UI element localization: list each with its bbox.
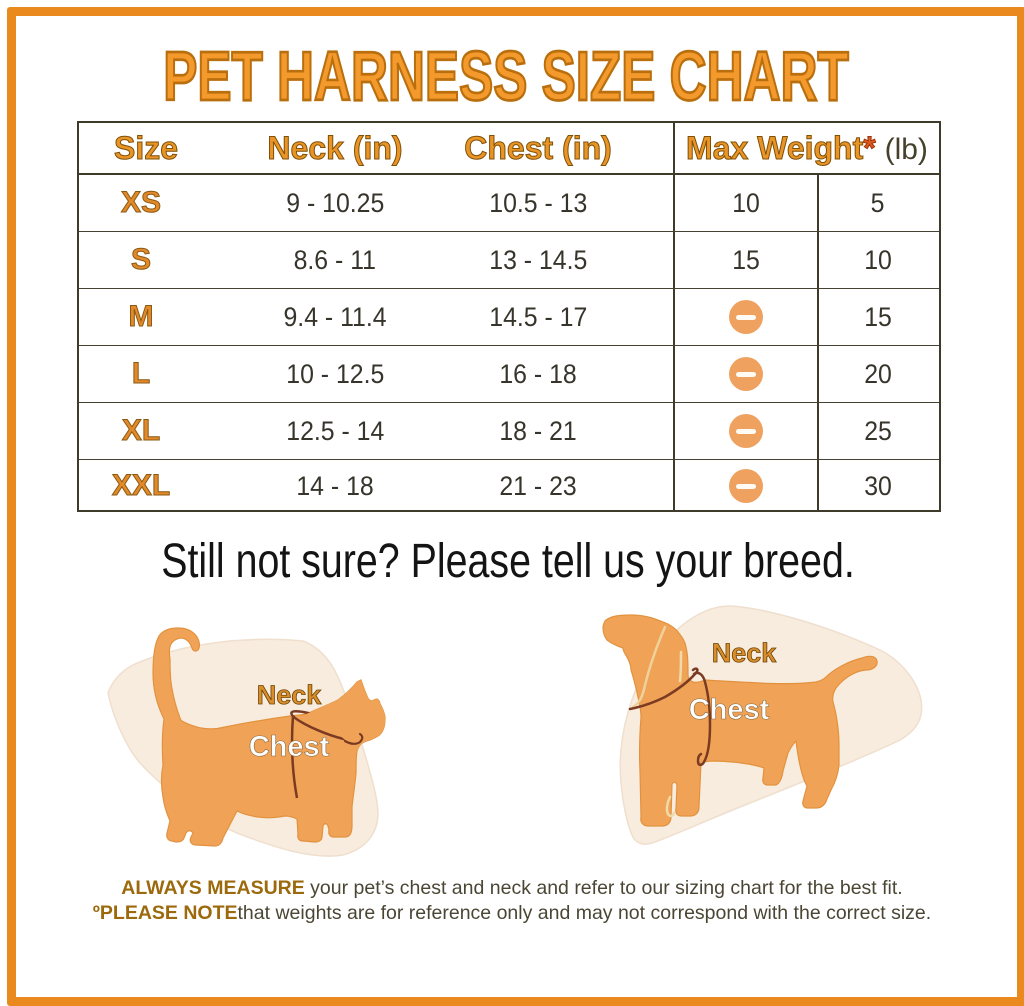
svg-text:Neck: Neck — [257, 680, 323, 710]
svg-text:Chest: Chest — [689, 694, 770, 726]
svg-text:Neck: Neck — [712, 638, 778, 668]
svg-text:Chest: Chest — [249, 731, 330, 763]
